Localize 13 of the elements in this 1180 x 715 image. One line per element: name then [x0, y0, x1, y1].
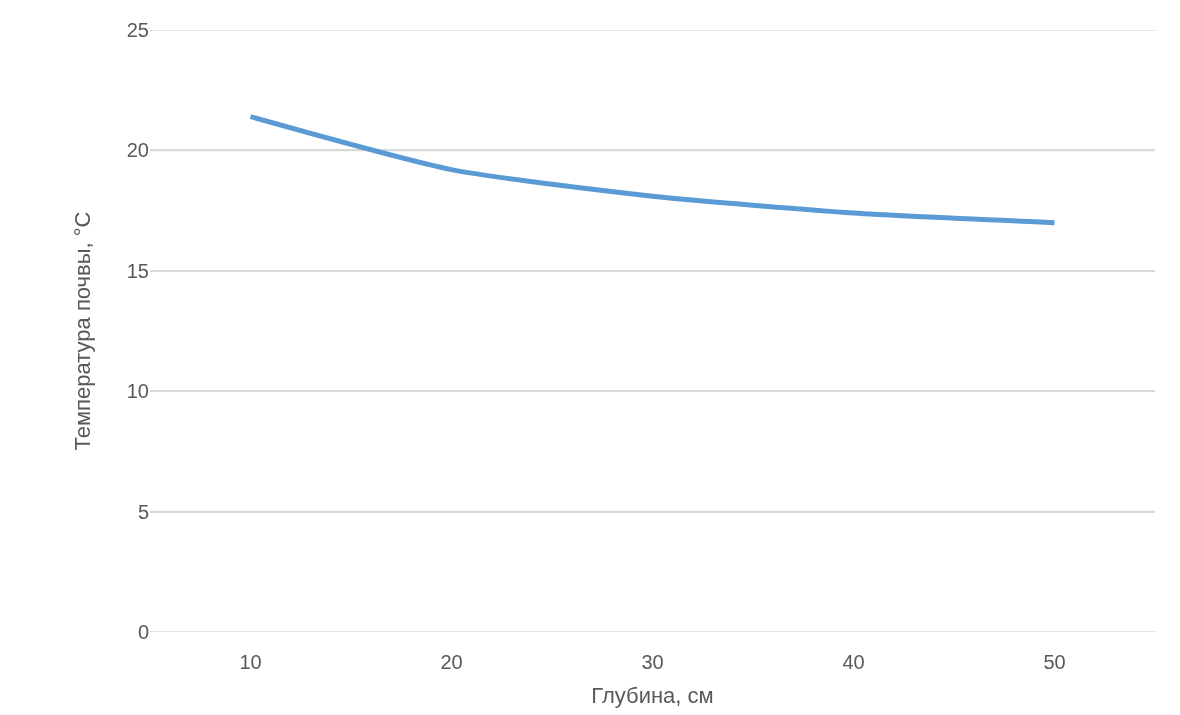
y-tick-label: 5 — [137, 500, 149, 523]
x-tick-label: 30 — [641, 651, 664, 673]
y-axis-title: Температура почвы, °C — [69, 211, 95, 451]
y-tick-label: 0 — [137, 621, 149, 643]
y-tick-label: 10 — [126, 380, 149, 403]
y-tick-label: 20 — [126, 139, 149, 162]
x-tick-label: 50 — [1043, 651, 1066, 673]
y-tick-label: 15 — [126, 259, 149, 282]
x-tick-label: 10 — [239, 651, 262, 673]
x-tick-label: 40 — [842, 651, 865, 673]
x-tick-label: 20 — [440, 651, 463, 673]
x-axis-title: Глубина, см — [591, 682, 714, 708]
y-tick-label: 25 — [126, 19, 149, 41]
